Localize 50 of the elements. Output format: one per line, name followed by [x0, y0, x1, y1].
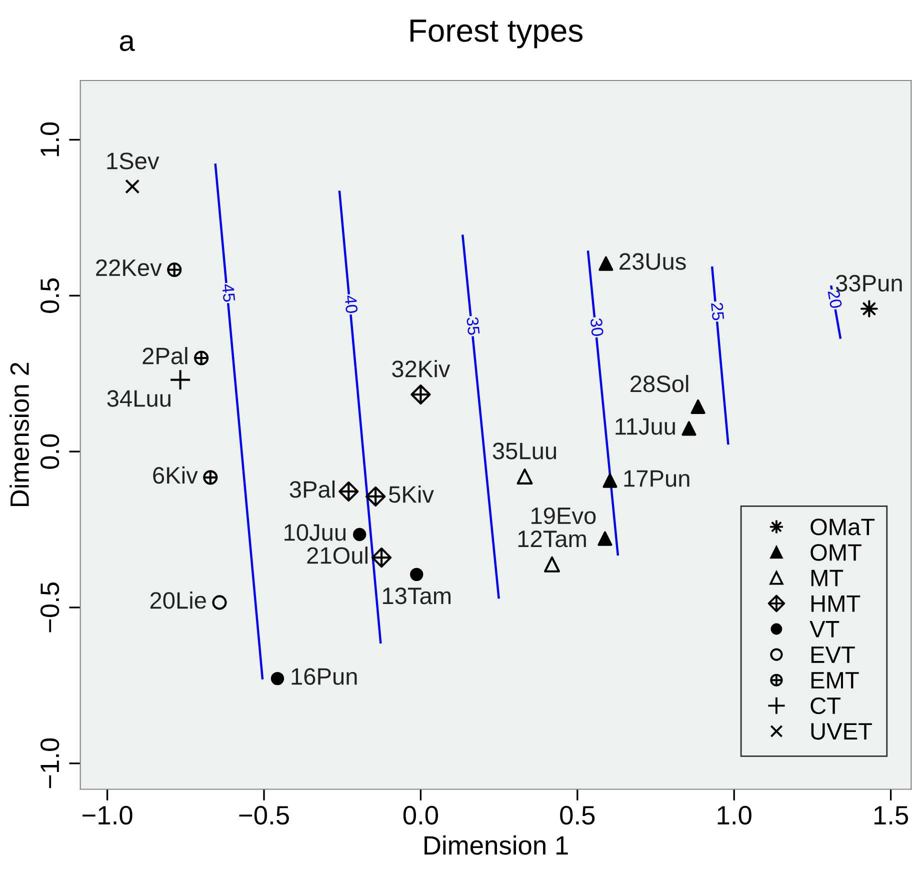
annotation: 6Kiv — [153, 466, 198, 484]
legend-label: EVT — [811, 646, 855, 663]
text: 35 — [466, 316, 480, 336]
y-tick-label: −1.0 — [40, 738, 60, 788]
annotation: 5Kiv — [389, 485, 434, 503]
text: a — [120, 35, 135, 52]
text: 25 — [710, 302, 724, 320]
annotation: 10Juu — [284, 524, 346, 541]
y-axis-title: Dimension 2 — [10, 362, 29, 506]
y-tick-label: 0.5 — [40, 278, 60, 313]
annotation: 32Kiv — [392, 360, 450, 378]
annotation: 35Luu — [492, 442, 556, 460]
text: 40 — [344, 294, 358, 314]
annotation: 22Kev — [96, 259, 162, 276]
annotation: 21Oul — [307, 546, 368, 564]
legend-label: MT — [811, 570, 844, 586]
annotation: 28Sol — [630, 374, 688, 392]
annotation: 13Tam — [383, 588, 450, 604]
x-tick-label: −0.5 — [239, 806, 289, 825]
x-tick-label: −1.0 — [82, 806, 132, 825]
legend-label: OMT — [810, 544, 862, 561]
annotation: 3Pal — [290, 480, 335, 498]
annotation: 11Juu — [616, 418, 675, 435]
legend-label: UVET — [811, 723, 872, 740]
text: 45 — [222, 284, 236, 302]
y-tick-label: −0.5 — [40, 582, 60, 632]
y-tick-label: 0.0 — [40, 434, 60, 469]
annotation: 1Sev — [107, 152, 160, 170]
legend-label: CT — [810, 697, 840, 714]
text: 30 — [590, 318, 604, 336]
annotation: 23Uus — [620, 253, 686, 270]
annotation: 12Tam — [518, 530, 586, 548]
annotation: 2Pal — [142, 347, 188, 364]
x-tick-label: 0.0 — [403, 806, 438, 825]
annotation: 33Pun — [836, 274, 902, 292]
annotation: 19Evo — [532, 507, 596, 524]
legend-label: VT — [810, 621, 840, 638]
chart-title: Forest types — [410, 20, 582, 48]
legend-label: EMT — [811, 672, 859, 688]
y-tick-label: 1.0 — [40, 122, 60, 156]
annotation: 16Pun — [292, 668, 357, 685]
x-tick-label: 1.5 — [874, 806, 908, 825]
annotation: 17Pun — [624, 470, 690, 487]
legend-label: HMT — [811, 595, 860, 612]
legend-label: OMaT — [810, 518, 875, 536]
annotation: 34Luu — [107, 390, 170, 407]
x-tick-label: 1.0 — [718, 806, 752, 825]
x-tick-label: 0.5 — [560, 806, 595, 825]
x-axis-title: Dimension 1 — [424, 835, 568, 855]
annotation: 20Lie — [150, 591, 206, 609]
